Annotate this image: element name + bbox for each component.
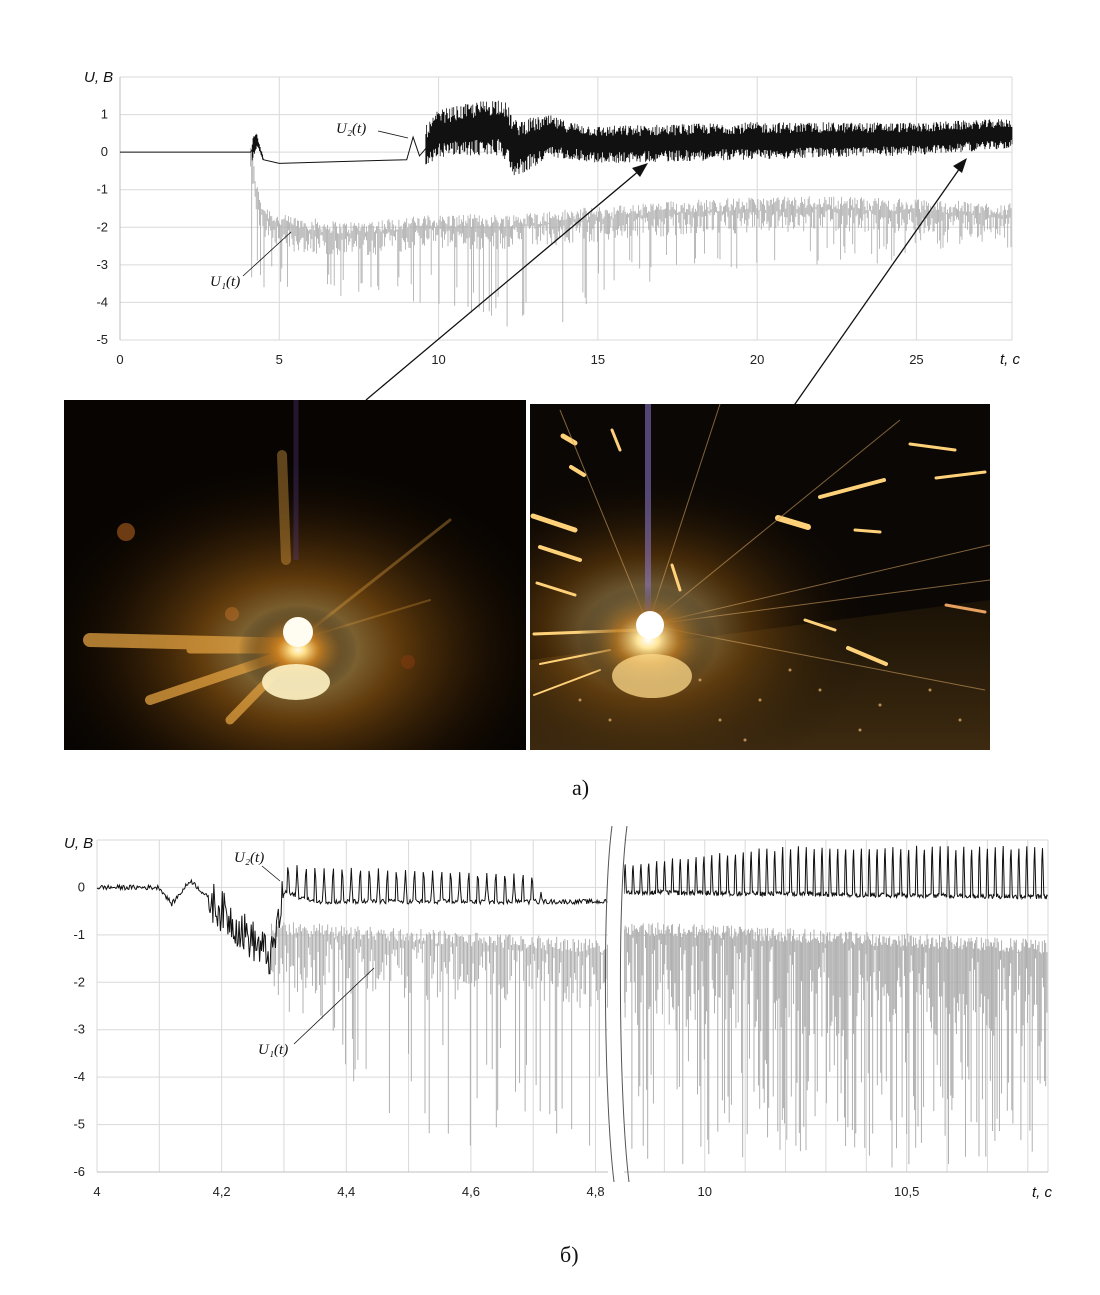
chart-a-series-u2 [120,100,1013,176]
chart-b-ytick: -1 [73,927,85,942]
chart-b-ytick: -3 [73,1022,85,1037]
chart-a-xtick: 20 [750,352,764,367]
photo-arc-glow [64,400,526,750]
chart-b-ytick: -6 [73,1164,85,1179]
chart-a-xtick: 10 [431,352,445,367]
chart-b-xtick: 4,6 [462,1184,480,1199]
photo-arc-sparks [530,404,990,750]
chart-a-u2-label: U₂(t) [336,121,366,137]
chart-a-ytick: 1 [101,107,108,122]
chart-b-xtick: 4,4 [337,1184,355,1199]
chart-a-xtick: 25 [909,352,923,367]
chart-b: 4 4,2 4,4 4,6 4,8 10 10,5 0 -1 -2 -3 -4 -5 -6 U, B t,… [64,825,1053,1201]
arrow-right [787,167,961,415]
callout-arrows [365,158,967,415]
arrow-left [365,169,641,401]
chart-a-u2-noise [251,100,1013,176]
chart-b-u2-leader [261,865,281,882]
chart-a-xtick: 15 [591,352,605,367]
chart-a-u1-label: U₁(t) [210,274,240,290]
chart-a-ytick: -3 [96,257,108,272]
chart-b-ytick: -2 [73,974,85,989]
arrow-right-head [953,158,967,173]
chart-a-ytick: -2 [96,219,108,234]
caption-b: б) [560,1242,579,1267]
chart-b-series-u2 [96,845,1048,975]
chart-a-ylabel: U, B [84,69,113,86]
chart-b-ytick: 0 [78,879,85,894]
chart-a-ytick: -5 [96,332,108,347]
chart-a-ytick: -1 [96,182,108,197]
chart-a-u2-leader [377,130,409,139]
chart-b-xlabel: t, c [1032,1184,1053,1201]
chart-a-u1-leader [242,231,292,277]
chart-b-xtick: 10 [698,1184,712,1199]
chart-b-ylabel: U, B [64,835,93,852]
caption-a: а) [572,775,589,800]
chart-b-xtick: 4 [93,1184,100,1199]
chart-b-tick-labels: 4 4,2 4,4 4,6 4,8 10 10,5 0 -1 -2 -3 -4 -5 -6 [73,879,919,1199]
arrow-left-head [632,163,648,177]
chart-a-xtick: 0 [116,352,123,367]
chart-b-xtick: 4,8 [586,1184,604,1199]
chart-b-u1-line [271,921,1048,1168]
chart-a-u1-line [250,148,1012,327]
chart-b-xtick: 10,5 [894,1184,919,1199]
chart-b-xtick: 4,2 [213,1184,231,1199]
chart-b-u2-label: U₂(t) [234,850,264,866]
chart-b-ytick: -5 [73,1117,85,1132]
chart-a-xtick: 5 [276,352,283,367]
chart-a-ytick: -4 [96,294,108,309]
chart-a-series-u1 [250,148,1012,327]
axis-break-marker [604,825,630,1183]
chart-b-u2-line [96,845,1048,975]
chart-b-ytick: -4 [73,1069,85,1084]
chart-a-xlabel: t, c [1000,351,1021,368]
chart-b-u1-leader [293,967,375,1045]
chart-b-u1-label: U₁(t) [258,1042,288,1058]
chart-a-ytick: 0 [101,144,108,159]
chart-b-series-u1 [271,921,1048,1168]
